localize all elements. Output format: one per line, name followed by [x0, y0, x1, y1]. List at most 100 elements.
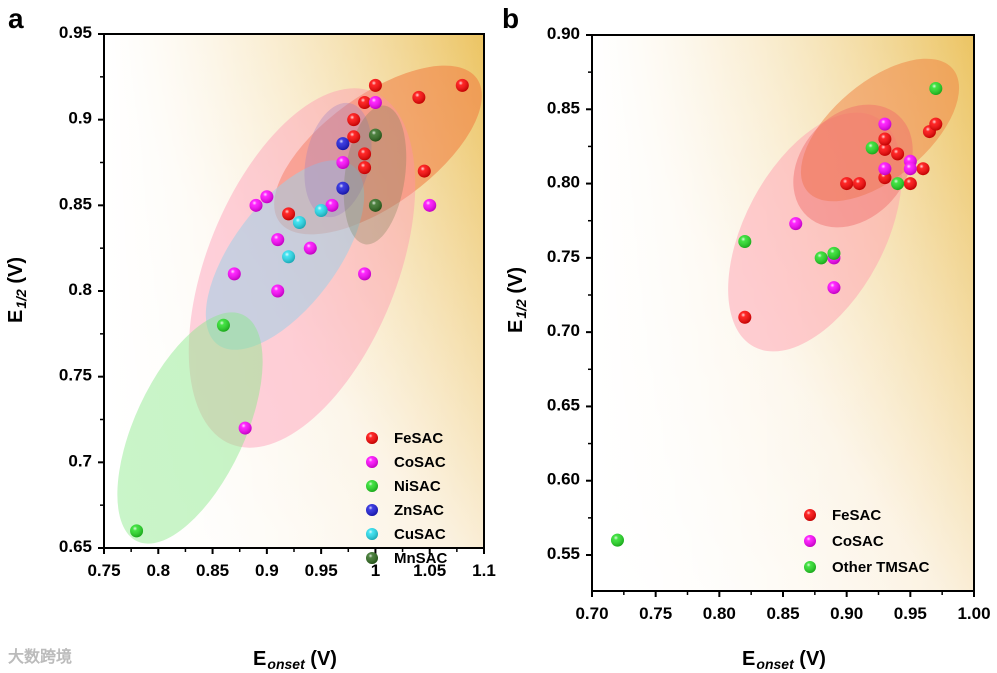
data-point-shading	[878, 142, 892, 156]
series-znsac	[336, 137, 350, 195]
data-point-shading	[336, 181, 350, 195]
data-point-shading	[325, 198, 339, 212]
data-point-shading	[610, 533, 624, 547]
x-tick-label: 0.95	[305, 561, 338, 580]
y-tick-label: 0.65	[547, 395, 580, 414]
x-tick-label: 0.70	[575, 604, 608, 623]
data-point-shading	[865, 141, 879, 155]
y-tick-label: 0.55	[547, 544, 580, 563]
x-tick-label: 0.80	[703, 604, 736, 623]
legend-label: ZnSAC	[394, 502, 444, 519]
data-point-shading	[227, 267, 241, 281]
legend-label: CoSAC	[832, 533, 884, 550]
legend-label: FeSAC	[832, 507, 881, 524]
y-label-unit: (V)	[505, 267, 527, 299]
x-label-main: E	[742, 648, 755, 670]
x-label-unit: (V)	[794, 648, 826, 670]
data-point-shading	[929, 81, 943, 95]
legend-marker-shading	[366, 480, 378, 492]
panel-label: b	[502, 3, 519, 34]
data-point-shading	[738, 310, 752, 324]
y-tick-label: 0.95	[59, 23, 92, 42]
y-axis-label: E1/2 (V)	[505, 267, 529, 333]
x-tick-label: 0.95	[894, 604, 927, 623]
x-label-main: E	[253, 648, 266, 670]
data-point-shading	[368, 96, 382, 110]
data-point-shading	[130, 524, 144, 538]
data-point-shading	[738, 235, 752, 249]
data-point-shading	[249, 198, 263, 212]
data-point-shading	[891, 177, 905, 191]
data-point-shading	[358, 267, 372, 281]
data-point-shading	[216, 318, 230, 332]
data-point-shading	[358, 96, 372, 110]
x-label-sub: onset	[267, 656, 306, 672]
x-tick-label: 0.75	[87, 561, 120, 580]
legend-label: Other TMSAC	[832, 559, 930, 576]
data-point-shading	[878, 132, 892, 146]
y-label-sub: 1/2	[513, 299, 529, 319]
x-label-sub: onset	[756, 656, 795, 672]
y-tick-label: 0.60	[547, 470, 580, 489]
x-tick-label: 0.85	[766, 604, 799, 623]
x-tick-label: 1.00	[957, 604, 990, 623]
data-point-shading	[455, 78, 469, 92]
x-tick-label: 0.85	[196, 561, 229, 580]
data-point-shading	[827, 246, 841, 260]
data-point-shading	[878, 171, 892, 185]
data-point-shading	[814, 251, 828, 265]
data-point-shading	[336, 137, 350, 151]
confidence-ellipse	[117, 312, 263, 544]
data-point-shading	[358, 161, 372, 175]
data-point-shading	[238, 421, 252, 435]
data-point-shading	[271, 284, 285, 298]
x-label-unit: (V)	[305, 648, 337, 670]
data-point-shading	[368, 78, 382, 92]
x-tick-label: 1	[371, 561, 380, 580]
legend-marker-shading	[804, 561, 816, 573]
data-point-shading	[358, 147, 372, 161]
y-tick-label: 0.8	[68, 280, 92, 299]
legend-marker-shading	[804, 509, 816, 521]
y-label-sub: 1/2	[13, 289, 29, 309]
confidence-ellipse	[800, 58, 960, 202]
legend-label: NiSAC	[394, 478, 441, 495]
data-point-shading	[347, 113, 361, 127]
y-tick-label: 0.70	[547, 321, 580, 340]
y-tick-label: 0.75	[547, 247, 580, 266]
y-tick-label: 0.80	[547, 173, 580, 192]
data-point-shading	[423, 198, 437, 212]
data-point-shading	[368, 198, 382, 212]
data-point-shading	[282, 207, 296, 221]
data-point-shading	[916, 162, 930, 176]
legend-marker-shading	[804, 535, 816, 547]
data-point-shading	[891, 147, 905, 161]
data-point-shading	[292, 215, 306, 229]
panel-label: a	[8, 3, 24, 34]
legend-label: CoSAC	[394, 454, 446, 471]
series-mnsac	[368, 128, 382, 212]
data-point-shading	[840, 177, 854, 191]
legend-marker-shading	[366, 432, 378, 444]
x-tick-label: 0.75	[639, 604, 672, 623]
y-tick-label: 0.90	[547, 24, 580, 43]
data-point-shading	[417, 164, 431, 178]
x-tick-label: 1.1	[472, 561, 496, 580]
data-point-shading	[929, 117, 943, 131]
y-axis-label: E1/2 (V)	[5, 257, 29, 323]
data-point-shading	[368, 128, 382, 142]
y-label-main: E	[505, 320, 527, 333]
x-tick-label: 1.05	[413, 561, 446, 580]
panel-b: 0.70 0.75 0.80 0.85 0.90 0.95 1.00 0.55 0.60 0.65…	[502, 3, 991, 672]
data-point-shading	[789, 217, 803, 231]
series-cosac	[227, 96, 437, 435]
legend-marker-shading	[366, 456, 378, 468]
data-point-shading	[878, 162, 892, 176]
series-other-tmsac	[610, 81, 943, 547]
data-point-shading	[412, 90, 426, 104]
data-point-shading	[271, 233, 285, 247]
data-point-shading	[852, 177, 866, 191]
series-fesac	[738, 117, 943, 324]
